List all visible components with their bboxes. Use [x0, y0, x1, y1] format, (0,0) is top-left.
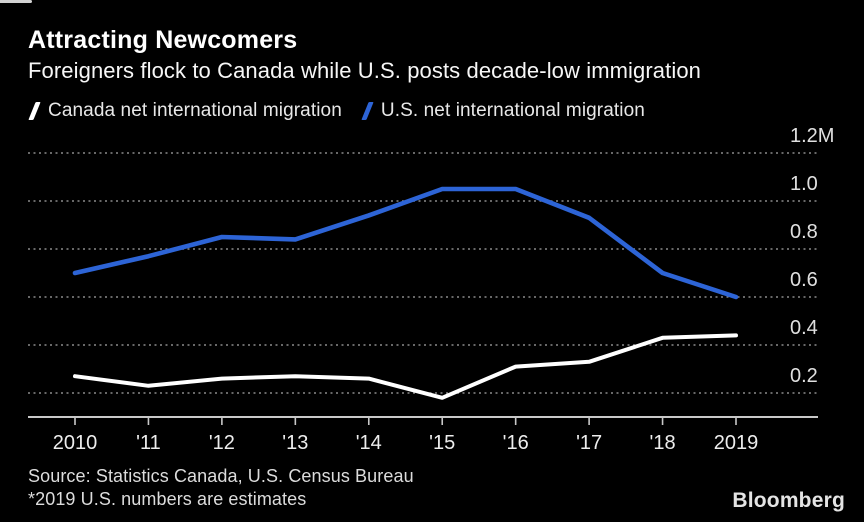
top-edge-streak — [0, 0, 32, 3]
legend-item-us: U.S. net international migration — [361, 100, 645, 122]
bloomberg-logo: Bloomberg — [732, 489, 845, 512]
canada-line — [73, 333, 738, 400]
x-axis-label: '17 — [576, 432, 602, 454]
x-axis-label: 2010 — [53, 432, 98, 454]
x-axis-label: '18 — [650, 432, 676, 454]
x-axis-label: 2019 — [714, 432, 759, 454]
y-axis-label: 0.8 — [790, 221, 818, 243]
legend: Canada net international migration U.S. … — [28, 100, 645, 122]
legend-item-canada: Canada net international migration — [28, 100, 342, 122]
x-axis-label: '12 — [209, 432, 235, 454]
x-axis-label: '13 — [282, 432, 308, 454]
x-axis-label: '15 — [429, 432, 455, 454]
y-axis-label: 1.2M — [790, 125, 834, 147]
y-axis-label: 1.0 — [790, 173, 818, 195]
legend-label-us: U.S. net international migration — [380, 100, 645, 121]
legend-label-canada: Canada net international migration — [48, 100, 342, 121]
y-axis-label: 0.2 — [790, 365, 818, 387]
source-line: Source: Statistics Canada, U.S. Census B… — [28, 466, 414, 486]
footnote-line: *2019 U.S. numbers are estimates — [28, 489, 307, 509]
x-axis-label: '16 — [503, 432, 529, 454]
y-axis-label: 0.4 — [790, 317, 818, 339]
chart-title: Attracting Newcomers — [28, 26, 298, 54]
source-note: Source: Statistics Canada, U.S. Census B… — [28, 465, 414, 511]
x-axis-label: '11 — [136, 432, 161, 454]
y-axis-label: 0.6 — [790, 269, 818, 291]
us-line — [72, 186, 739, 300]
chart-subtitle: Foreigners flock to Canada while U.S. po… — [28, 58, 702, 83]
x-axis-label: '14 — [356, 432, 382, 454]
